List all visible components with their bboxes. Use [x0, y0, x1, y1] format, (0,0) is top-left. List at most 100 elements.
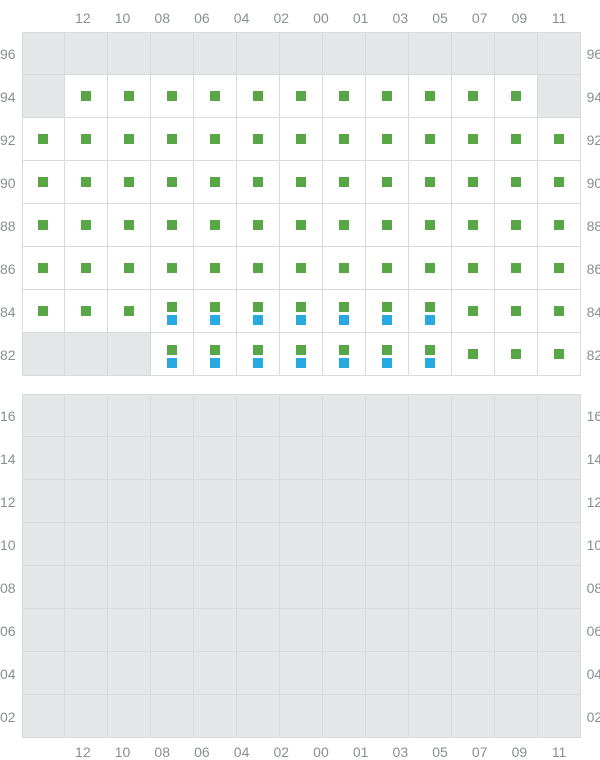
grid-cell[interactable]	[409, 437, 452, 480]
grid-cell[interactable]	[194, 290, 237, 333]
grid-cell[interactable]	[366, 523, 409, 566]
grid-cell[interactable]	[108, 247, 151, 290]
grid-cell[interactable]	[409, 652, 452, 695]
grid-cell[interactable]	[151, 695, 194, 738]
grid-cell[interactable]	[65, 333, 108, 376]
grid-cell[interactable]	[151, 523, 194, 566]
grid-cell[interactable]	[194, 480, 237, 523]
grid-cell[interactable]	[194, 118, 237, 161]
grid-cell[interactable]	[495, 75, 538, 118]
grid-cell[interactable]	[22, 204, 65, 247]
grid-cell[interactable]	[495, 523, 538, 566]
grid-cell[interactable]	[108, 695, 151, 738]
grid-cell[interactable]	[237, 437, 280, 480]
grid-cell[interactable]	[194, 247, 237, 290]
grid-cell[interactable]	[237, 394, 280, 437]
grid-cell[interactable]	[452, 695, 495, 738]
grid-cell[interactable]	[280, 609, 323, 652]
grid-cell[interactable]	[452, 566, 495, 609]
grid-cell[interactable]	[495, 566, 538, 609]
grid-cell[interactable]	[409, 695, 452, 738]
grid-cell[interactable]	[538, 290, 581, 333]
grid-cell[interactable]	[409, 161, 452, 204]
grid-cell[interactable]	[495, 161, 538, 204]
grid-cell[interactable]	[108, 437, 151, 480]
grid-cell[interactable]	[452, 247, 495, 290]
grid-cell[interactable]	[366, 695, 409, 738]
grid-cell[interactable]	[151, 333, 194, 376]
grid-cell[interactable]	[280, 75, 323, 118]
grid-cell[interactable]	[452, 480, 495, 523]
grid-cell[interactable]	[323, 394, 366, 437]
grid-cell[interactable]	[366, 609, 409, 652]
grid-cell[interactable]	[323, 75, 366, 118]
grid-cell[interactable]	[237, 480, 280, 523]
grid-cell[interactable]	[22, 394, 65, 437]
grid-cell[interactable]	[538, 161, 581, 204]
grid-cell[interactable]	[65, 161, 108, 204]
grid-cell[interactable]	[409, 394, 452, 437]
grid-cell[interactable]	[65, 75, 108, 118]
grid-cell[interactable]	[409, 118, 452, 161]
grid-cell[interactable]	[151, 480, 194, 523]
grid-cell[interactable]	[323, 247, 366, 290]
grid-cell[interactable]	[280, 161, 323, 204]
grid-cell[interactable]	[280, 290, 323, 333]
grid-cell[interactable]	[538, 523, 581, 566]
grid-cell[interactable]	[280, 437, 323, 480]
grid-cell[interactable]	[108, 652, 151, 695]
grid-cell[interactable]	[538, 437, 581, 480]
grid-cell[interactable]	[65, 394, 108, 437]
grid-cell[interactable]	[151, 247, 194, 290]
grid-cell[interactable]	[366, 161, 409, 204]
grid-cell[interactable]	[65, 609, 108, 652]
grid-cell[interactable]	[65, 480, 108, 523]
grid-cell[interactable]	[538, 566, 581, 609]
grid-cell[interactable]	[237, 204, 280, 247]
grid-cell[interactable]	[323, 652, 366, 695]
grid-cell[interactable]	[151, 652, 194, 695]
grid-cell[interactable]	[366, 247, 409, 290]
grid-cell[interactable]	[151, 566, 194, 609]
grid-cell[interactable]	[65, 437, 108, 480]
grid-cell[interactable]	[237, 652, 280, 695]
grid-cell[interactable]	[409, 333, 452, 376]
grid-cell[interactable]	[538, 609, 581, 652]
grid-cell[interactable]	[65, 695, 108, 738]
grid-cell[interactable]	[22, 566, 65, 609]
grid-cell[interactable]	[280, 204, 323, 247]
grid-cell[interactable]	[495, 247, 538, 290]
grid-cell[interactable]	[280, 695, 323, 738]
grid-cell[interactable]	[280, 118, 323, 161]
grid-cell[interactable]	[452, 333, 495, 376]
grid-cell[interactable]	[409, 290, 452, 333]
grid-cell[interactable]	[538, 204, 581, 247]
grid-cell[interactable]	[22, 32, 65, 75]
grid-cell[interactable]	[22, 75, 65, 118]
grid-cell[interactable]	[495, 695, 538, 738]
grid-cell[interactable]	[194, 437, 237, 480]
grid-cell[interactable]	[151, 75, 194, 118]
grid-cell[interactable]	[65, 523, 108, 566]
grid-cell[interactable]	[108, 161, 151, 204]
grid-cell[interactable]	[323, 566, 366, 609]
grid-cell[interactable]	[452, 523, 495, 566]
grid-cell[interactable]	[237, 609, 280, 652]
grid-cell[interactable]	[538, 118, 581, 161]
grid-cell[interactable]	[280, 480, 323, 523]
grid-cell[interactable]	[194, 695, 237, 738]
grid-cell[interactable]	[237, 75, 280, 118]
grid-cell[interactable]	[65, 247, 108, 290]
grid-cell[interactable]	[22, 652, 65, 695]
grid-cell[interactable]	[452, 290, 495, 333]
grid-cell[interactable]	[366, 204, 409, 247]
grid-cell[interactable]	[237, 523, 280, 566]
grid-cell[interactable]	[151, 437, 194, 480]
grid-cell[interactable]	[108, 566, 151, 609]
grid-cell[interactable]	[495, 290, 538, 333]
grid-cell[interactable]	[495, 333, 538, 376]
grid-cell[interactable]	[452, 609, 495, 652]
grid-cell[interactable]	[151, 204, 194, 247]
grid-cell[interactable]	[323, 695, 366, 738]
grid-cell[interactable]	[237, 566, 280, 609]
